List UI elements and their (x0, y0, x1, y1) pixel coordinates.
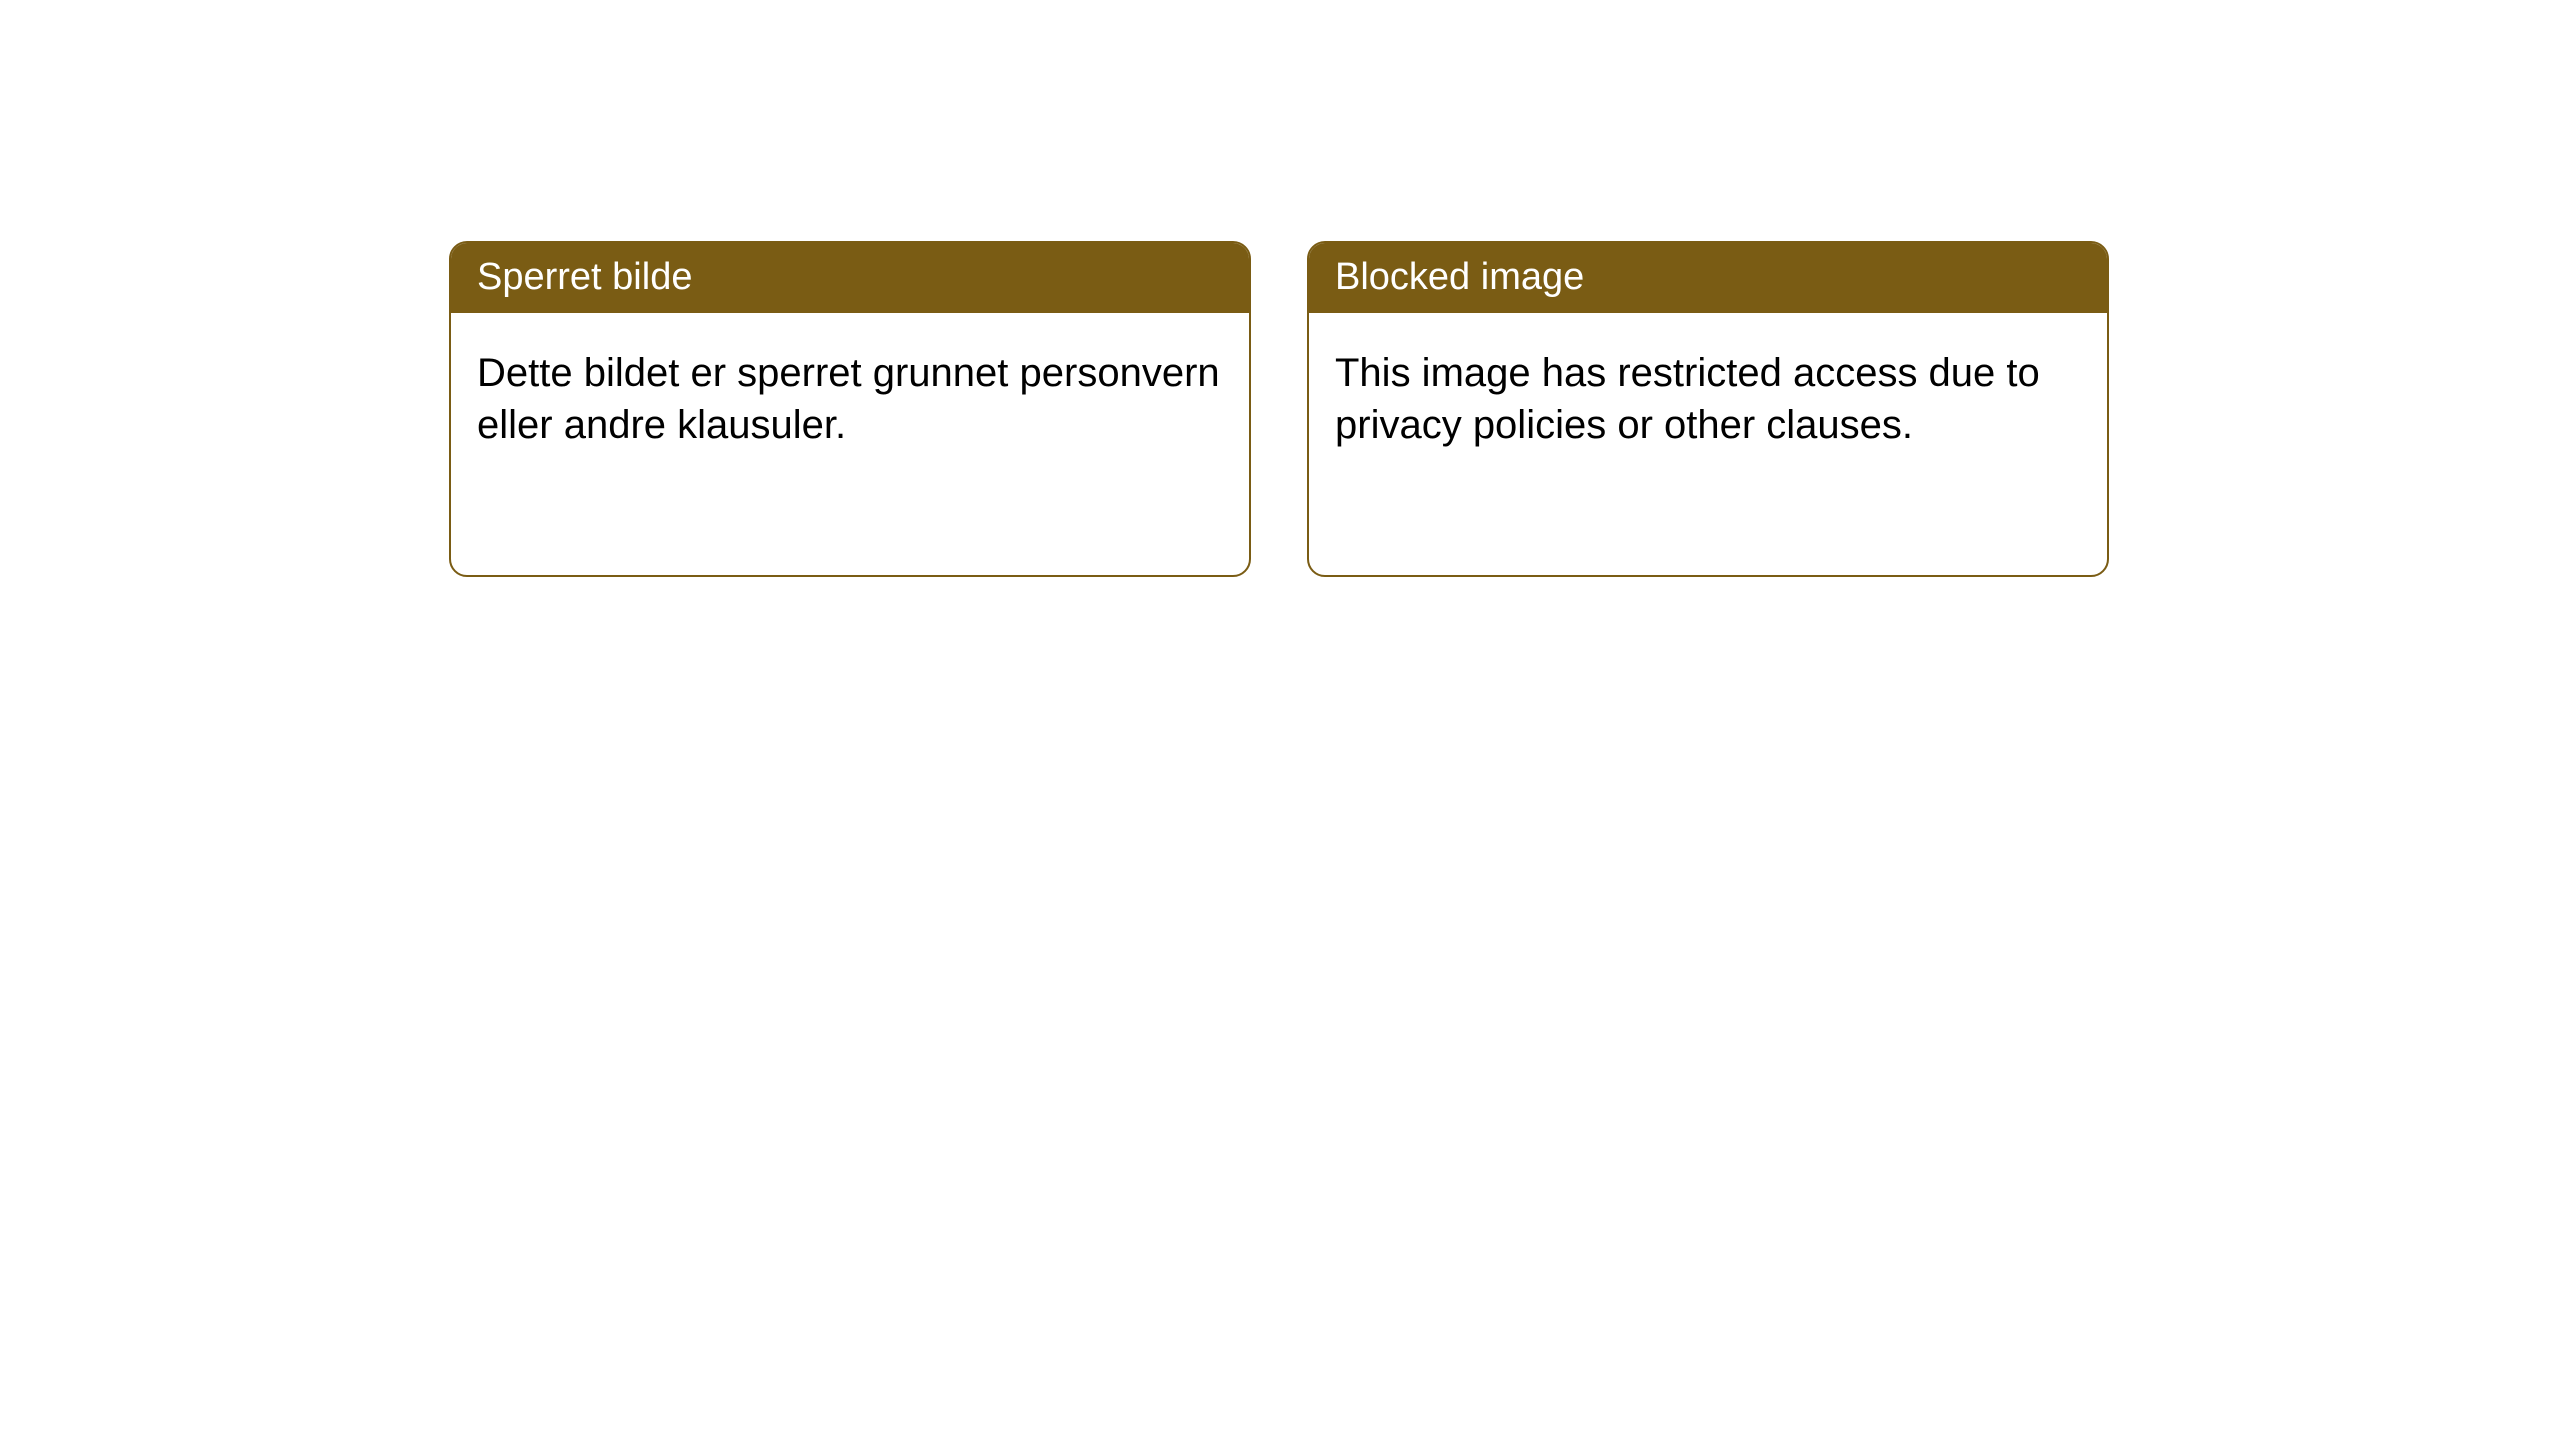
notice-card-norwegian: Sperret bilde Dette bildet er sperret gr… (449, 241, 1251, 577)
notice-card-english: Blocked image This image has restricted … (1307, 241, 2109, 577)
notice-card-body: This image has restricted access due to … (1309, 313, 2107, 485)
notice-container: Sperret bilde Dette bildet er sperret gr… (0, 0, 2560, 577)
notice-card-body: Dette bildet er sperret grunnet personve… (451, 313, 1249, 485)
notice-card-title: Sperret bilde (451, 243, 1249, 313)
notice-card-title: Blocked image (1309, 243, 2107, 313)
